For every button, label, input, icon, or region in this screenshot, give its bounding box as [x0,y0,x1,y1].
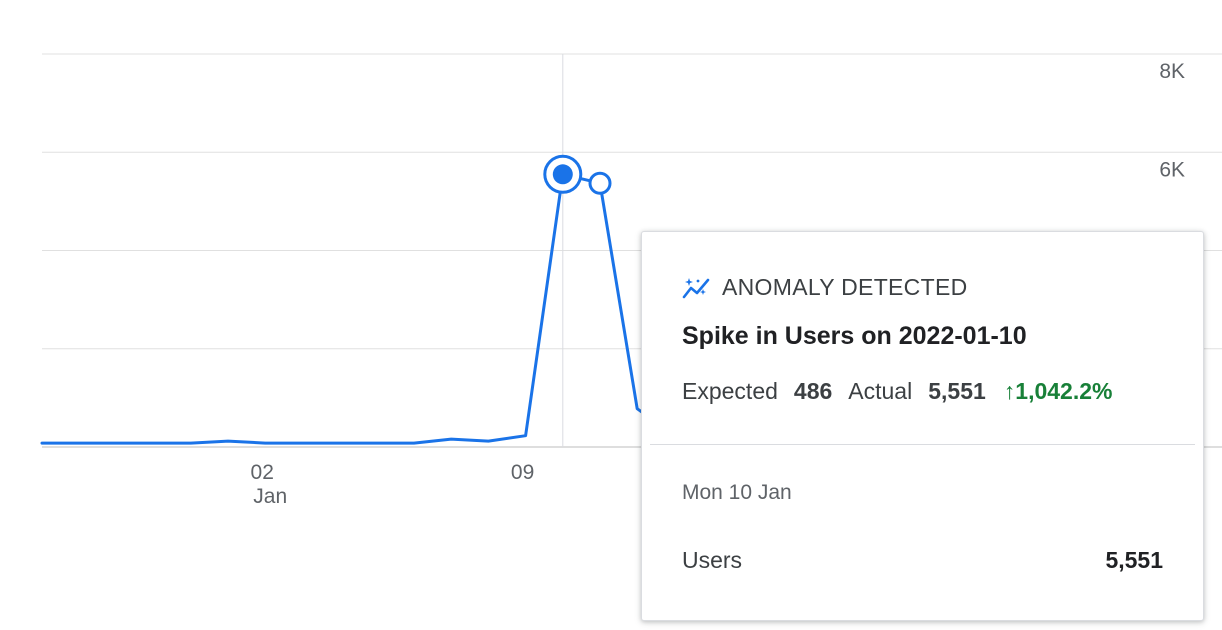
anomaly-stats: Expected 486 Actual 5,551 ↑1,042.2% [682,378,1112,405]
metric-value: 5,551 [1105,547,1163,573]
y-tick-label: 8K [1159,60,1185,83]
x-tick-label: 09 [511,461,534,484]
x-tick-label: 02 [251,461,274,484]
secondary-point [588,171,612,195]
tooltip-divider [650,444,1195,445]
expected-label: Expected [682,378,778,404]
anomaly-title: Spike in Users on 2022-01-10 [682,322,1027,350]
tooltip-date: Mon 10 Jan [682,481,792,504]
anomaly-badge: ANOMALY DETECTED [722,274,968,300]
tooltip-metric-row: Users 5,551 [682,547,1163,574]
tooltip-header: ANOMALY DETECTED [682,274,968,301]
actual-value: 5,551 [928,378,986,404]
anomaly-tooltip: ANOMALY DETECTED Spike in Users on 2022-… [641,231,1204,621]
x-tick-sublabel: Jan [253,485,287,508]
expected-value: 486 [793,378,833,404]
y-tick-label: 6K [1159,158,1185,181]
anomaly-sparkle-icon [682,277,710,298]
change-percent: ↑1,042.2% [1003,378,1113,404]
data-markers[interactable] [543,154,612,195]
highlight-point [552,164,573,185]
metric-label: Users [682,547,743,573]
actual-label: Actual [848,378,913,404]
